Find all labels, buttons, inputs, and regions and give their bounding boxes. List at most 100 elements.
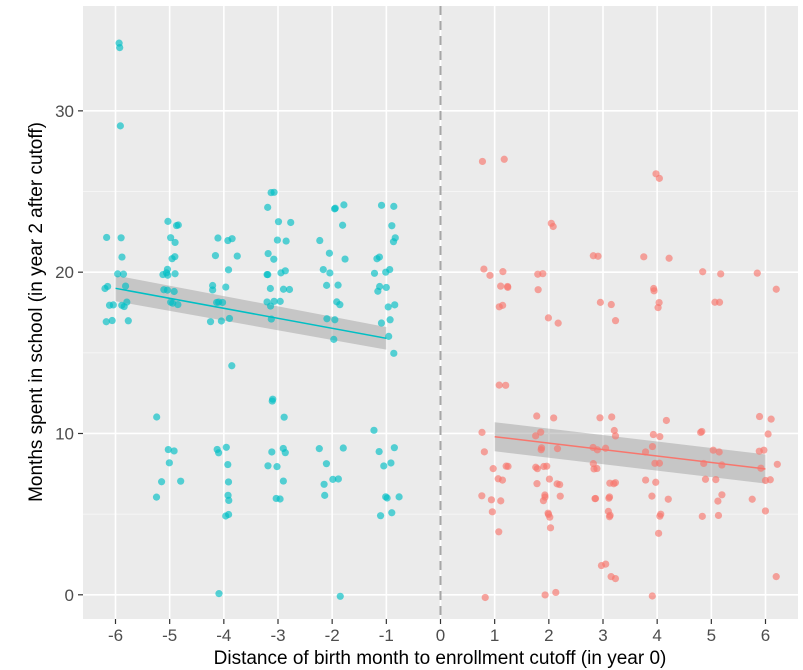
right-data-point — [497, 497, 505, 505]
right-data-point — [608, 413, 616, 421]
x-tick-label: -4 — [216, 626, 231, 645]
left-data-point — [228, 235, 236, 243]
right-data-point — [497, 282, 505, 290]
x-tick-label: 0 — [436, 626, 445, 645]
left-data-point — [386, 316, 394, 324]
right-data-point — [596, 298, 604, 306]
right-data-point — [495, 528, 503, 536]
left-data-point — [103, 233, 111, 242]
right-data-point — [699, 268, 707, 276]
right-data-point — [714, 511, 723, 520]
left-data-point — [170, 447, 178, 455]
right-data-point — [532, 432, 540, 440]
right-data-point — [596, 414, 604, 422]
left-data-point — [214, 234, 222, 242]
left-data-point — [225, 510, 233, 519]
right-data-point — [650, 284, 658, 293]
left-data-point — [114, 270, 122, 278]
right-data-point — [499, 301, 507, 309]
left-data-point — [213, 298, 221, 307]
right-data-point — [717, 270, 725, 278]
left-data-point — [209, 286, 217, 294]
left-data-point — [267, 189, 275, 197]
left-data-point — [152, 493, 161, 501]
left-data-point — [377, 201, 386, 209]
right-data-point — [541, 591, 549, 599]
left-data-point — [273, 236, 281, 244]
right-data-point — [753, 269, 761, 277]
left-data-point — [377, 319, 386, 327]
right-data-point — [478, 492, 486, 500]
left-data-point — [121, 282, 130, 290]
left-data-point — [375, 447, 383, 456]
right-data-point — [554, 319, 562, 327]
left-data-point — [279, 285, 288, 293]
left-data-point — [222, 443, 230, 451]
right-data-point — [478, 157, 487, 166]
left-fit-line — [115, 287, 387, 340]
left-data-point — [388, 222, 396, 230]
right-data-point — [656, 432, 664, 441]
left-data-point — [321, 491, 329, 499]
right-data-point — [478, 428, 486, 436]
right-data-point — [552, 588, 560, 597]
left-data-point — [390, 444, 398, 452]
left-data-point — [333, 298, 341, 306]
left-data-point — [388, 509, 396, 517]
right-data-point — [499, 268, 507, 276]
right-data-point — [533, 480, 541, 488]
left-data-point — [391, 301, 399, 309]
right-data-point — [534, 286, 542, 294]
left-data-point — [370, 426, 378, 434]
left-data-point — [211, 251, 220, 260]
left-data-point — [174, 221, 182, 229]
right-data-point — [711, 298, 719, 306]
right-data-point — [553, 480, 561, 488]
left-data-point — [224, 460, 232, 469]
left-data-point — [272, 494, 280, 503]
left-data-point — [102, 318, 110, 326]
left-data-point — [217, 317, 225, 325]
left-confidence-band — [115, 275, 387, 350]
right-data-point — [755, 447, 763, 455]
right-data-point — [489, 465, 497, 473]
right-data-point — [767, 415, 775, 423]
x-tick-label: 2 — [544, 626, 553, 645]
left-data-point — [171, 238, 179, 247]
left-data-point — [228, 362, 236, 370]
right-data-point — [640, 253, 648, 261]
right-data-point — [712, 475, 720, 484]
right-data-point — [715, 448, 723, 456]
left-data-point — [177, 477, 185, 485]
left-data-point — [264, 249, 272, 258]
left-data-point — [215, 590, 223, 598]
right-data-point — [597, 561, 606, 570]
right-data-point — [498, 476, 507, 484]
left-data-point — [224, 266, 233, 274]
x-axis-title: Distance of birth month to enrollment cu… — [214, 648, 667, 669]
right-data-point — [651, 459, 659, 467]
left-data-point — [165, 459, 173, 467]
right-data-point — [648, 492, 656, 500]
left-data-point — [159, 270, 167, 279]
right-data-point — [697, 428, 705, 437]
right-data-point — [648, 592, 656, 600]
right-data-point — [665, 254, 673, 262]
left-data-point — [370, 269, 379, 277]
left-data-point — [376, 512, 385, 520]
right-data-point — [605, 493, 614, 501]
right-data-point — [553, 445, 562, 453]
right-data-point — [534, 270, 542, 278]
right-data-point — [589, 460, 597, 468]
left-data-point — [222, 283, 230, 291]
right-data-point — [537, 428, 545, 436]
left-data-point — [119, 270, 128, 278]
right-data-point — [664, 495, 672, 503]
left-data-point — [225, 314, 234, 323]
left-data-point — [170, 287, 178, 296]
left-data-point — [109, 301, 117, 309]
left-data-point — [380, 462, 388, 470]
x-tick-label: -5 — [162, 626, 177, 645]
left-data-point — [225, 496, 233, 504]
left-data-point — [395, 493, 403, 501]
